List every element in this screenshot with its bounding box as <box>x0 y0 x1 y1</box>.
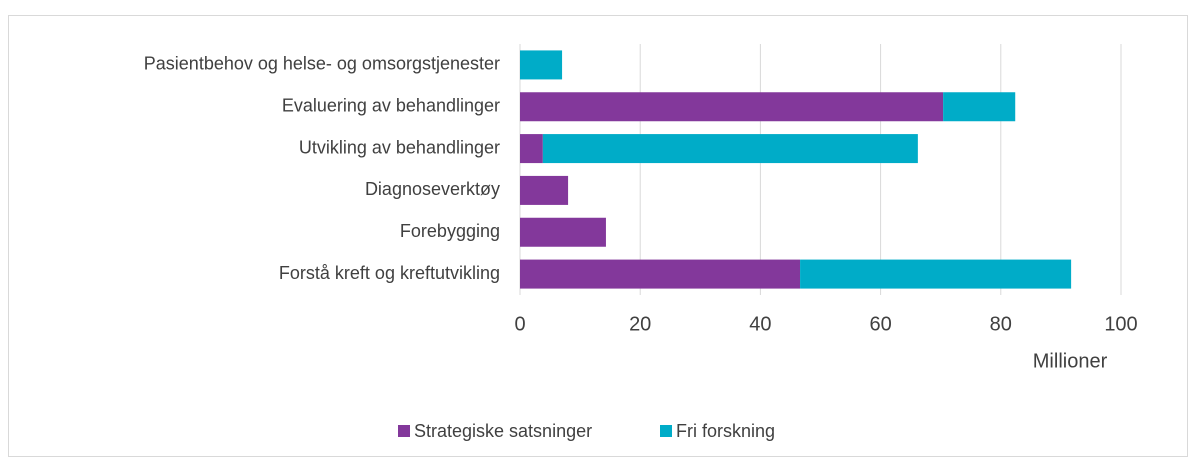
y-tick-label: Forebygging <box>400 221 500 241</box>
bar <box>520 50 563 80</box>
bar <box>542 134 918 164</box>
y-tick-label: Utvikling av behandlinger <box>299 137 500 157</box>
bar <box>520 92 944 122</box>
x-tick-label: 20 <box>629 313 651 335</box>
x-tick-label: 0 <box>514 313 525 335</box>
legend-label: Fri forskning <box>676 421 775 441</box>
y-tick-label: Diagnoseverktøy <box>365 179 500 199</box>
legend-swatch <box>398 425 410 437</box>
y-tick-label: Evaluering av behandlinger <box>282 96 500 116</box>
bar <box>800 259 1072 289</box>
bar <box>520 217 606 247</box>
bar <box>943 92 1016 122</box>
bar <box>520 259 801 289</box>
bar <box>520 134 543 164</box>
x-tick-label: 80 <box>990 313 1012 335</box>
legend-label: Strategiske satsninger <box>414 421 592 441</box>
legend-swatch <box>660 425 672 437</box>
bar <box>520 175 569 205</box>
x-tick-label: 100 <box>1104 313 1137 335</box>
x-axis-label: Millioner <box>1033 350 1108 372</box>
y-tick-label: Forstå kreft og kreftutvikling <box>279 263 500 283</box>
y-tick-label: Pasientbehov og helse- og omsorgstjenest… <box>144 54 500 74</box>
x-tick-label: 60 <box>869 313 891 335</box>
x-tick-label: 40 <box>749 313 771 335</box>
